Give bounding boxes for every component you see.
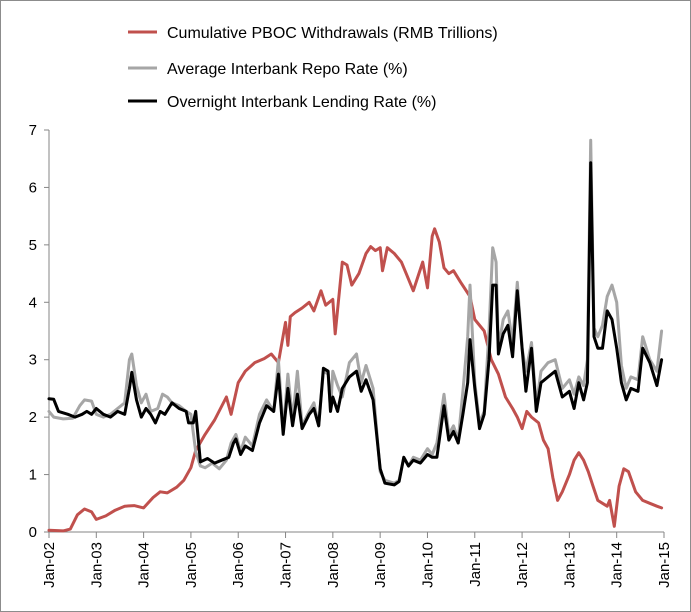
line-overnight-lending-rate bbox=[47, 161, 664, 487]
y-tick-label: 2 bbox=[29, 409, 37, 426]
x-tick-label: Jan-07 bbox=[278, 542, 295, 588]
y-tick-label: 3 bbox=[29, 352, 37, 369]
x-axis-ticks: Jan-02 Jan-03 Jan-04 Jan-05 Jan-06 Jan-07 Jan-… bbox=[41, 532, 673, 588]
y-tick-label: 1 bbox=[29, 467, 37, 484]
y-tick-label: 0 bbox=[29, 524, 37, 541]
x-tick-label: Jan-08 bbox=[325, 542, 342, 588]
x-tick-label: Jan-03 bbox=[88, 542, 105, 588]
legend: Cumulative PBOC Withdrawals (RMB Trillio… bbox=[128, 25, 498, 111]
x-tick-label: Jan-15 bbox=[656, 542, 673, 588]
legend-label-repo: Average Interbank Repo Rate (%) bbox=[167, 61, 408, 78]
x-tick-label: Jan-10 bbox=[419, 542, 436, 588]
y-tick-label: 4 bbox=[29, 294, 37, 311]
y-axis-ticks: 0 1 2 3 4 5 6 7 bbox=[29, 122, 49, 541]
x-tick-label: Jan-11 bbox=[467, 542, 484, 587]
axes bbox=[48, 130, 664, 533]
y-tick-label: 5 bbox=[29, 237, 37, 254]
line-average-repo-rate bbox=[47, 138, 664, 485]
x-tick-label: Jan-02 bbox=[41, 542, 58, 588]
y-tick-label: 6 bbox=[29, 179, 37, 196]
x-tick-label: Jan-04 bbox=[136, 542, 153, 588]
legend-label-pboc: Cumulative PBOC Withdrawals (RMB Trillio… bbox=[167, 25, 498, 42]
y-tick-label: 7 bbox=[29, 122, 37, 139]
line-pboc-withdrawals bbox=[47, 227, 664, 533]
x-tick-label: Jan-09 bbox=[372, 542, 389, 588]
x-tick-label: Jan-05 bbox=[183, 542, 200, 588]
series-lines bbox=[47, 138, 664, 533]
x-tick-label: Jan-06 bbox=[230, 542, 247, 588]
x-tick-label: Jan-14 bbox=[609, 542, 626, 588]
legend-label-overnight: Overnight Interbank Lending Rate (%) bbox=[167, 94, 436, 111]
x-tick-label: Jan-12 bbox=[514, 542, 531, 588]
x-tick-label: Jan-13 bbox=[561, 542, 578, 588]
